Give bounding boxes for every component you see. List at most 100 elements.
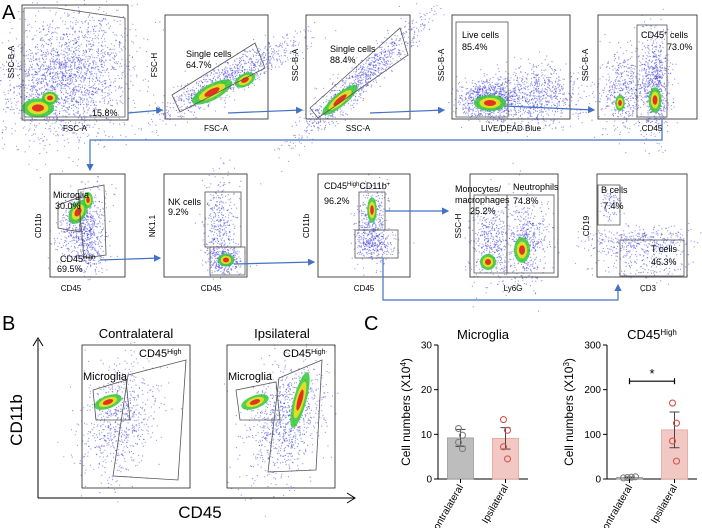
gate-pct: 9.2% <box>168 207 189 217</box>
gate-pct: 25.2% <box>470 206 496 216</box>
data-point <box>672 419 681 427</box>
flow-arrow <box>86 119 663 172</box>
data-point <box>499 416 508 424</box>
gate-pct: 74.8% <box>513 196 539 206</box>
gating-plot-ly6g: Monocytes/ macrophages 25.2% Neutrophils… <box>454 162 560 312</box>
gate-pct: 73.0% <box>667 42 693 52</box>
gate-pct: 88.4% <box>330 55 356 65</box>
gate-name: CD45+ cells <box>641 30 689 40</box>
y-axis-label-exp: 4 <box>399 362 408 367</box>
x-axis-arrow <box>346 492 356 504</box>
y-axis-label: SSC-H <box>454 213 463 238</box>
gate-polygon <box>57 196 81 233</box>
gating-plot-microglia: Microglia 30.0% CD45High 69.5% CD45 CD11… <box>34 165 126 293</box>
gate-polygon <box>597 184 621 226</box>
gate-name: Live cells <box>462 30 500 40</box>
gate-name-2: macrophages <box>455 195 510 205</box>
gate-name: Microglia <box>53 190 89 200</box>
data-point <box>503 426 512 434</box>
x-tick-label: Ipsilateral <box>649 483 680 526</box>
gating-plot-fsc-ssc: 15.8% FSC-A SSC-B-A <box>0 0 165 179</box>
y-axis-label: SSC-B-A <box>7 45 16 78</box>
gate-name: T cells <box>651 244 677 254</box>
y-tick-label: 0 <box>595 475 601 486</box>
gate-pct: 96.2% <box>324 196 350 206</box>
gate-name: Single cells <box>186 49 232 59</box>
gate-polygon <box>209 246 246 276</box>
gate-polygon <box>267 359 323 473</box>
y-tick-label: 10 <box>421 430 433 441</box>
data-point <box>619 474 628 482</box>
x-tick-label: Ipsilateral <box>480 483 511 526</box>
plot-title: Contralateral <box>99 326 174 341</box>
gating-plot-singlets1: Single cells 64.7% FSC-A FSC-H <box>112 14 337 146</box>
bar-chart-cd45high: CD45High 0 100 200 300 Cell numbers (X103) Con… <box>562 327 697 528</box>
x-axis-label: LIVE/DEAD Blue <box>481 124 542 133</box>
data-point <box>623 474 632 482</box>
gate-pct: 30.0% <box>55 201 81 211</box>
y-tick-label: 0 <box>426 475 432 486</box>
y-axis-label-main: Cell numbers (X10 <box>562 366 576 466</box>
gate-pct: 64.7% <box>186 60 212 70</box>
flow-arrow <box>234 258 316 266</box>
x-axis-label: Ly6G <box>504 284 523 293</box>
gate-name: Microglia <box>83 371 128 383</box>
gate-name-sup2: + <box>387 182 391 188</box>
density-cloud <box>57 335 183 503</box>
x-axis-label: FSC-A <box>63 124 88 133</box>
gate-name-sup: + <box>664 31 668 37</box>
data-point <box>672 457 681 465</box>
flow-arrow <box>127 106 164 115</box>
gate-name: Microglia <box>228 371 273 383</box>
gate-pct: 7.4% <box>603 201 624 211</box>
flow-arrow <box>99 254 162 262</box>
y-axis-label: CD19 <box>582 215 591 236</box>
data-point <box>458 445 467 453</box>
y-axis-label: SSC-B-A <box>437 48 446 81</box>
flow-arrow <box>504 105 596 114</box>
panel-label-b: B <box>2 313 15 335</box>
gate-pct: 69.5% <box>57 264 83 274</box>
density-cloud <box>350 174 415 278</box>
x-axis-label: CD45 <box>61 284 82 293</box>
gate-name: Monocytes/ <box>455 184 502 194</box>
gate-name-sup: High <box>167 349 182 356</box>
y-axis-label-close: ) <box>399 358 413 362</box>
gate-name-main: CD45 <box>641 30 664 40</box>
gate-name-suffix: cells <box>668 30 689 40</box>
x-axis-label: CD45 <box>642 124 663 133</box>
gate-name: Neutrophils <box>513 182 559 192</box>
gate-polygon <box>309 27 409 119</box>
y-axis-label-main: Cell numbers (X10 <box>399 366 413 466</box>
x-tick-label: Contralateral <box>428 483 466 528</box>
density-cloud <box>464 162 560 312</box>
gate-name: NK cells <box>168 197 202 207</box>
gate-polygon <box>619 239 685 277</box>
density-cloud <box>448 51 608 137</box>
gate-polygon <box>77 184 107 259</box>
gate-name: B cells <box>601 185 628 195</box>
gate-name-main: CD45 <box>139 348 167 360</box>
gate-name: CD45HighCD11b+ <box>324 181 391 191</box>
x-axis-label: CD45 <box>354 284 375 293</box>
density-cloud <box>573 8 679 155</box>
density-cloud <box>194 157 258 293</box>
y-axis-label: CD11b <box>34 213 43 238</box>
data-point <box>668 399 677 407</box>
gate-polygon <box>112 359 187 481</box>
gate-pct: 15.8% <box>92 108 118 118</box>
y-tick-label: 100 <box>584 430 601 441</box>
gate-polygon <box>235 381 281 421</box>
x-axis-label: SSC-A <box>346 124 371 133</box>
density-cloud <box>112 21 337 146</box>
gate-name: CD45High <box>139 348 182 360</box>
gating-plot-cd45: CD45+ cells 73.0% CD45 SSC-B-A <box>573 8 698 155</box>
y-tick-label: 30 <box>421 341 433 352</box>
panel-b-y-label: CD11b <box>7 394 26 446</box>
y-axis-label-exp: 3 <box>562 362 571 367</box>
panel-b-x-label: CD45 <box>178 503 221 522</box>
data-point <box>631 473 640 481</box>
chart-title: CD45High <box>627 327 677 342</box>
gate-name-sup: High <box>83 255 95 261</box>
